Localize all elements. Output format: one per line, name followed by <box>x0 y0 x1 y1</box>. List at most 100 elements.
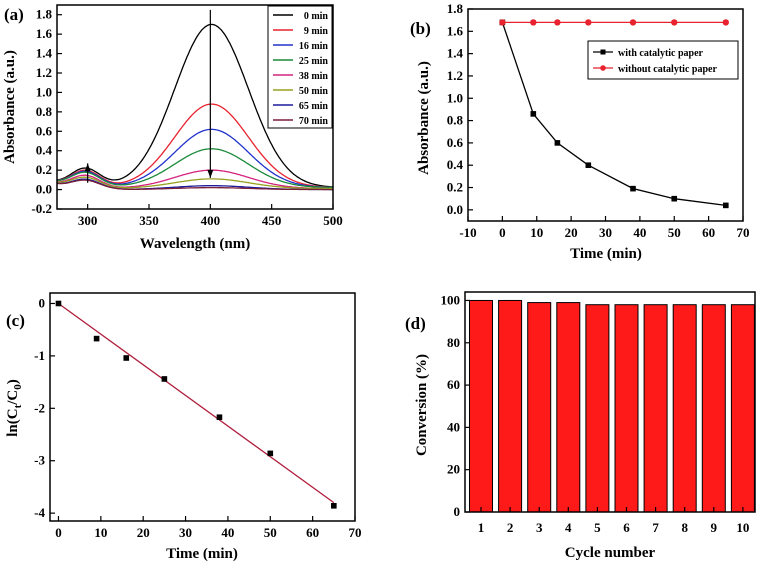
legend-entry: 70 min <box>299 116 329 127</box>
panel-c-frame <box>49 292 356 522</box>
panel-a-ylabel: Absorbance (a.u.) <box>2 50 18 164</box>
panel-a: 300 350 400 450 500 -0.2 0.0 0.2 0.4 0.6 0.8 1.0 1.2… <box>2 4 343 252</box>
panel-a-ytick-label: -0.2 <box>31 201 52 216</box>
panel-b-xtick-label: 0 <box>499 225 506 240</box>
panel-c: 0 10 20 30 40 50 60 700-1-2-3-4 (c) Time (min) … <box>5 292 362 562</box>
data-point <box>585 19 592 26</box>
data-point <box>671 195 678 202</box>
panel-a-xtick-label: 300 <box>78 213 98 228</box>
panel-c-xtick-label: 40 <box>221 525 234 540</box>
panel-c-xtick-label: 60 <box>306 525 319 540</box>
spectrum-line-50-min <box>56 176 333 190</box>
panel-c-xtick-label: 20 <box>137 525 150 540</box>
panel-d-ytick-label: 60 <box>447 377 460 392</box>
panel-a-xtick-label: 500 <box>323 213 343 228</box>
panel-b-xtick-label: 60 <box>702 225 715 240</box>
data-point <box>530 111 537 117</box>
panel-a-ytick-label: 0.8 <box>36 104 53 119</box>
data-point <box>499 19 506 26</box>
data-point <box>629 19 637 26</box>
panel-c-xlabel: Time (min) <box>166 546 238 562</box>
panel-c-xtick-label: 70 <box>349 525 362 540</box>
panel-c-xtick-label: 0 <box>55 525 62 540</box>
legend-entry: 65 min <box>299 101 329 112</box>
panel-d-xtick-label: 1 <box>478 520 485 535</box>
data-point <box>554 140 561 146</box>
panel-d-xtick-label: 2 <box>507 520 514 535</box>
data-point <box>161 376 168 382</box>
panel-d-ytick-label: 0 <box>454 504 461 519</box>
legend-box <box>267 5 333 129</box>
panel-b-xtick-label: 70 <box>737 225 750 240</box>
panel-b-xtick-label: 50 <box>668 225 681 240</box>
panel-c-ytick-label: -1 <box>34 348 45 363</box>
legend-entry: 50 min <box>299 86 329 97</box>
panel-b-ytick-label: 0.8 <box>447 113 464 128</box>
panel-d-label: (d) <box>405 314 426 333</box>
bar-cycle-9 <box>701 304 726 513</box>
panel-a-xtick-label: 350 <box>139 213 159 228</box>
panel-a-ytick-label: 0.0 <box>36 182 52 197</box>
data-point <box>123 355 130 361</box>
panel-d-xlabel: Cycle number <box>565 545 656 561</box>
data-point <box>267 450 274 457</box>
arrow-head-down <box>207 169 214 178</box>
data-point <box>585 162 592 169</box>
panel-a-ytick-label: 1.8 <box>36 7 53 22</box>
panel-d-xtick-label: 9 <box>711 520 718 535</box>
panel-c-ytick-label: 0 <box>39 295 46 310</box>
panel-c-xtick-label: 30 <box>179 525 192 540</box>
panel-d: 0 20 40 60 80 100 1 2 3 4 5 6 7 8 9 10 (d) Cycle number… <box>405 291 756 561</box>
panel-b-ylabel: Absorbance (a.u.) <box>416 61 432 175</box>
legend-entry: with catalytic paper <box>618 48 704 59</box>
panel-b-ytick-label: 0.4 <box>447 157 464 172</box>
bar-cycle-2 <box>498 299 523 513</box>
panel-c-label: (c) <box>6 311 25 330</box>
data-point <box>554 19 561 26</box>
bar-cycle-10 <box>730 304 755 513</box>
legend-entry: 25 min <box>299 56 329 67</box>
legend-marker <box>600 65 606 71</box>
panel-c-ylabel: ln(Ct/C0) <box>5 379 24 437</box>
legend-marker <box>600 49 606 55</box>
panel-a-xtick-label: 450 <box>262 213 282 228</box>
panel-b-ytick-label: 0.0 <box>447 202 463 217</box>
panel-a-ytick-label: 1.2 <box>36 65 52 80</box>
spectrum-line-70-min <box>56 179 333 191</box>
bar-cycle-4 <box>556 302 581 513</box>
panel-d-xtick-label: 8 <box>681 520 688 535</box>
panel-c-ytick-label: -4 <box>34 505 45 520</box>
panel-d-xtick-label: 10 <box>736 520 749 535</box>
panel-b-xtick-label: 20 <box>565 225 578 240</box>
spectrum-line-0-min <box>56 23 334 188</box>
data-point <box>331 503 337 509</box>
bar-cycle-6 <box>614 304 639 513</box>
panel-a-ytick-label: 0.2 <box>36 162 52 177</box>
panel-d-xtick-label: 4 <box>565 520 572 535</box>
spectrum-line-38-min <box>56 169 333 190</box>
legend-entry: 38 min <box>299 71 329 82</box>
panel-d-ytick-label: 20 <box>447 462 460 477</box>
panel-d-xtick-label: 5 <box>594 520 601 535</box>
panel-a-label: (a) <box>4 5 24 24</box>
data-point <box>723 202 729 209</box>
panel-a-xtick-label: 400 <box>201 213 221 228</box>
panel-b-ytick-label: 1.8 <box>447 1 464 16</box>
panel-d-frame <box>464 291 756 513</box>
data-point <box>216 414 223 421</box>
panel-b-ytick-label: 0.2 <box>447 180 463 195</box>
legend-entry: 16 min <box>299 41 329 52</box>
bar-cycle-3 <box>527 302 552 513</box>
panel-b-ytick-label: 1.6 <box>447 23 464 38</box>
panel-b-xtick-label: 40 <box>633 225 646 240</box>
panel-d-xtick-label: 3 <box>536 520 543 535</box>
panel-a-ytick-label: 1.6 <box>36 26 53 41</box>
panel-c-ytick-label: -2 <box>34 400 45 415</box>
panel-a-ytick-label: 1.0 <box>36 84 52 99</box>
panel-d-xtick-label: 7 <box>652 520 659 535</box>
fit-line <box>58 302 335 504</box>
panel-b-xtick-label: 10 <box>530 225 543 240</box>
panel-b-label: (b) <box>410 19 431 38</box>
data-point <box>93 335 100 342</box>
data-point <box>630 185 636 192</box>
